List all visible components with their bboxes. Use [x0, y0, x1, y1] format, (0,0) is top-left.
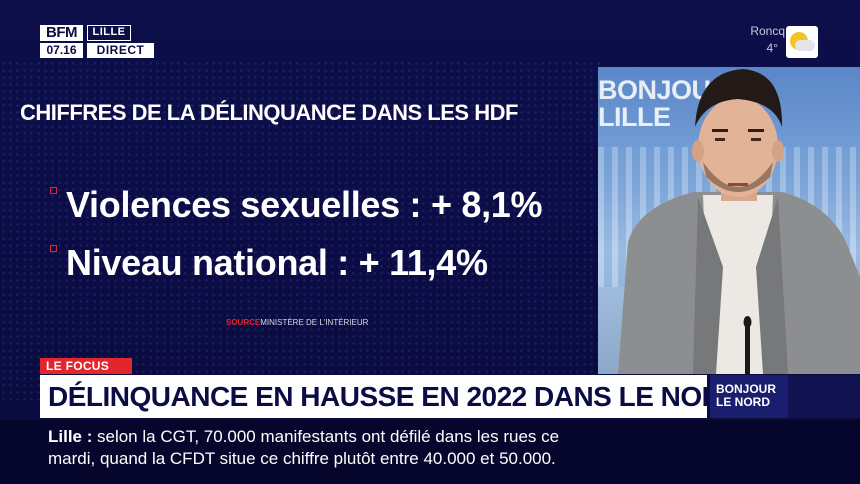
- show-logo-extension: [788, 375, 860, 418]
- source-credit: SOURCEMINISTÈRE DE L'INTÉRIEUR: [226, 318, 368, 327]
- show-logo: BONJOUR LE NORD: [710, 375, 788, 418]
- stat-text: Niveau national : + 11,4%: [66, 242, 488, 283]
- show-logo-line2: LE NORD: [716, 395, 770, 409]
- stat-row: Violences sexuelles : + 8,1%: [50, 183, 610, 227]
- ticker-line2: mardi, quand la CFDT situe ce chiffre pl…: [48, 449, 556, 468]
- headline-bar: DÉLINQUANCE EN HAUSSE EN 2022 DANS LE NO…: [40, 375, 742, 418]
- news-ticker: Lille : selon la CGT, 70.000 manifestant…: [0, 420, 860, 484]
- ticker-text: selon la CGT, 70.000 manifestants ont dé…: [48, 426, 837, 470]
- weather-temperature: 4°: [766, 41, 778, 55]
- clock: 07.16: [40, 43, 83, 58]
- section-tag: LE FOCUS: [40, 358, 132, 374]
- weather-city: Roncq: [750, 24, 785, 38]
- show-logo-line1: BONJOUR: [716, 382, 777, 396]
- card-title: CHIFFRES DE LA DÉLINQUANCE DANS LES HDF: [20, 100, 518, 125]
- ticker-line1: selon la CGT, 70.000 manifestants ont dé…: [97, 427, 560, 446]
- stat-row: Niveau national : + 11,4%: [50, 241, 610, 285]
- bullet-icon: [50, 245, 57, 252]
- bullet-icon: [50, 187, 57, 194]
- studio-sign-line2: LILLE: [598, 102, 671, 132]
- stat-text: Violences sexuelles : + 8,1%: [66, 184, 543, 225]
- presenter-video: BONJOUR LILLE: [598, 67, 860, 374]
- sun-cloud-icon: [786, 26, 818, 58]
- live-badge: DIRECT: [87, 43, 154, 58]
- channel-header: BFM LILLE 07.16 DIRECT Roncq 4°: [0, 0, 860, 62]
- ticker-label: Lille :: [48, 427, 93, 446]
- channel-logo: BFM: [40, 25, 83, 41]
- headline: DÉLINQUANCE EN HAUSSE EN 2022 DANS LE NO…: [48, 381, 742, 412]
- dot-pattern: [0, 60, 600, 400]
- presenter-figure: [618, 69, 860, 374]
- source-label: SOURCE: [226, 318, 261, 327]
- city-tag: LILLE: [87, 25, 131, 41]
- source-text: MINISTÈRE DE L'INTÉRIEUR: [260, 318, 369, 327]
